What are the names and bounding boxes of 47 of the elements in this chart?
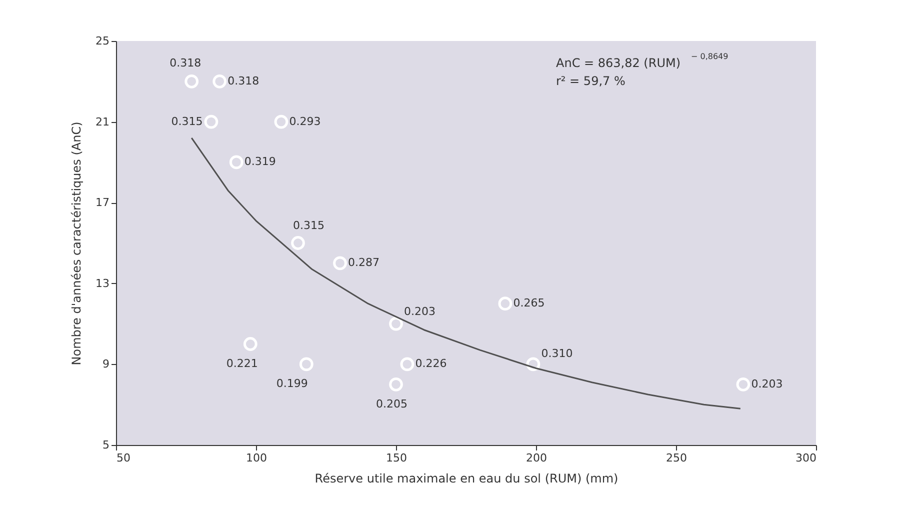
- annotation: 0.315: [293, 219, 324, 232]
- y-axis-title: Nombre d'années caractéristiques (AnC): [70, 122, 84, 366]
- point: [229, 155, 244, 170]
- point: [498, 296, 512, 311]
- annotation: AnC = 863,82 (RUM)− 0,8649: [556, 52, 728, 70]
- y-tick-label: 17: [96, 196, 110, 210]
- point: [274, 114, 288, 129]
- point: [526, 357, 540, 372]
- point: [184, 74, 199, 88]
- annotation: 0.221: [226, 357, 258, 370]
- x-tick-label: 150: [386, 452, 407, 464]
- point: [291, 236, 305, 250]
- point: [299, 357, 314, 372]
- x-tick-label: 250: [666, 452, 687, 464]
- y-tick-label: 25: [96, 34, 110, 48]
- annotation: 0.226: [415, 357, 447, 370]
- x-tick-label: 200: [526, 452, 547, 464]
- annotation: 0.319: [244, 155, 276, 168]
- annotation: 0.203: [404, 304, 436, 318]
- point: [204, 114, 218, 129]
- y-tick-label: 5: [102, 438, 110, 452]
- point: [389, 377, 403, 392]
- x-axis-title: Réserve utile maximale en eau du sol (RUM) (mm): [314, 472, 618, 486]
- point: [400, 357, 414, 372]
- y-tick-label: 21: [96, 115, 110, 128]
- annotation: 0.199: [276, 377, 308, 390]
- x-tick-label: 300: [796, 452, 816, 464]
- annotation: 0.287: [348, 256, 380, 270]
- point: [212, 74, 227, 88]
- annotation: 0.265: [513, 296, 545, 310]
- point: [243, 337, 258, 351]
- point: [389, 316, 403, 331]
- point: [333, 256, 347, 270]
- annotation: 0.293: [289, 114, 321, 128]
- line-series: [190, 137, 742, 410]
- x-tick-label: 50: [116, 452, 130, 464]
- y-tick-label: 9: [102, 358, 110, 371]
- annotation: 0.203: [751, 377, 783, 390]
- annotation: r² = 59,7 %: [556, 74, 626, 88]
- annotation: 0.310: [541, 347, 573, 360]
- annotation: 0.318: [170, 56, 202, 70]
- annotation: 0.315: [171, 114, 203, 128]
- annotation: 0.205: [376, 397, 408, 410]
- point: [736, 377, 750, 392]
- annotation: 0.318: [228, 74, 260, 88]
- y-tick-label: 13: [96, 276, 110, 290]
- x-tick-label: 100: [246, 452, 267, 464]
